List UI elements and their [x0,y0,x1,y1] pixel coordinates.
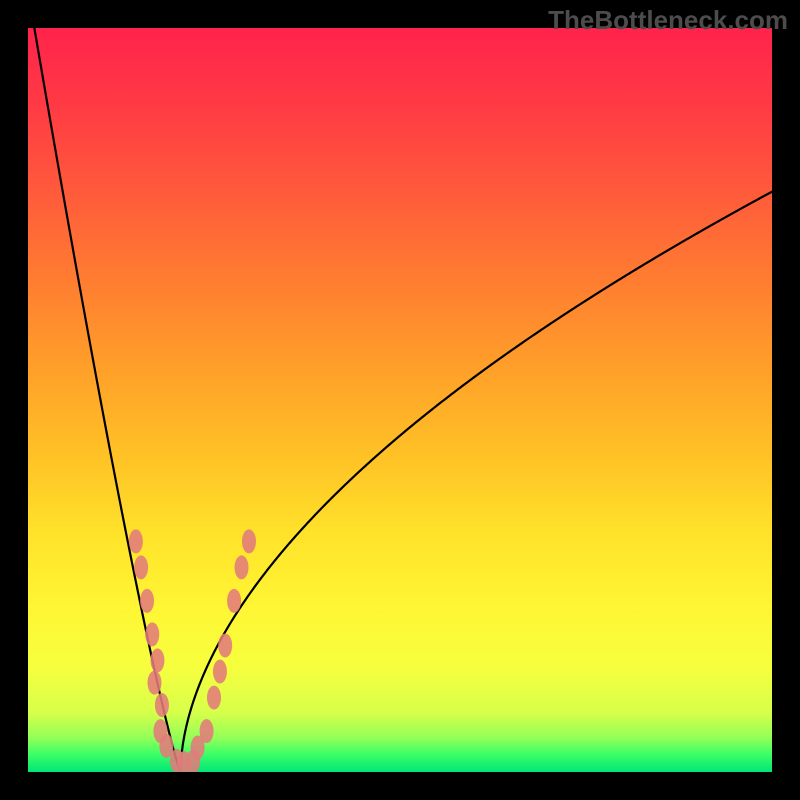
data-marker [150,648,164,672]
data-marker [242,529,256,553]
data-marker [134,555,148,579]
data-marker [207,686,221,710]
data-marker [155,693,169,717]
watermark-text: TheBottleneck.com [548,5,788,36]
chart-svg [28,28,772,772]
data-marker [227,589,241,613]
data-marker [145,622,159,646]
data-marker [218,634,232,658]
plot-area [28,28,772,772]
data-marker [200,719,214,743]
data-marker [147,671,161,695]
data-marker [129,529,143,553]
data-marker [235,555,249,579]
chart-frame: TheBottleneck.com [0,0,800,800]
data-marker [213,660,227,684]
gradient-background [28,28,772,772]
data-marker [140,589,154,613]
